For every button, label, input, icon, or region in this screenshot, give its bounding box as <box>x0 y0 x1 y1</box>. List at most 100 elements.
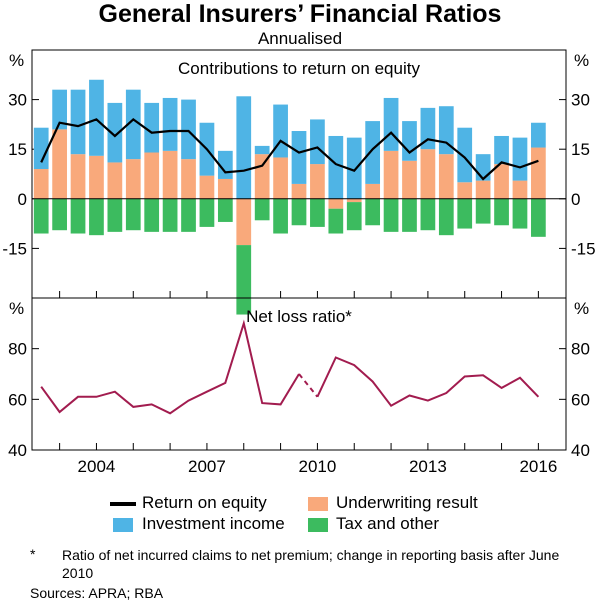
bar-investment <box>346 137 362 199</box>
legend-swatch-tax <box>308 518 328 532</box>
bar-underwriting <box>291 183 307 199</box>
y-tick-label-left: 15 <box>8 140 27 159</box>
bar-tax <box>162 198 178 232</box>
bar-tax <box>217 198 233 222</box>
bar-tax <box>144 198 160 232</box>
bar-underwriting <box>512 180 528 199</box>
bar-underwriting <box>33 169 49 199</box>
bar-tax <box>365 198 381 226</box>
bar-tax <box>125 198 141 231</box>
bar-investment <box>328 135 344 199</box>
bar-tax <box>89 198 104 236</box>
bar-investment <box>310 119 325 165</box>
bar-investment <box>33 127 49 170</box>
legend-label-roe: Return on equity <box>142 493 267 512</box>
nlr-line-pre <box>40 319 300 415</box>
legend-swatch-investment <box>113 518 133 532</box>
nlr-line-break <box>298 373 319 398</box>
bar-underwriting <box>89 155 104 199</box>
bar-tax <box>402 198 417 232</box>
bar-tax <box>310 198 325 227</box>
bar-investment <box>457 127 473 183</box>
bar-underwriting <box>125 159 141 199</box>
chart-subtitle: Annualised <box>257 29 343 48</box>
bar-underwriting <box>475 180 491 199</box>
nlr-line-post <box>316 356 540 407</box>
bar-tax <box>199 198 215 227</box>
bar-investment <box>162 97 178 151</box>
bar-investment <box>531 122 546 148</box>
bar-underwriting <box>365 183 381 199</box>
y-tick-label-left: 0 <box>18 190 27 209</box>
panel-title: Contributions to return on equity <box>178 59 420 78</box>
bar-underwriting <box>70 154 86 199</box>
bar-tax <box>70 198 86 234</box>
y-tick-label-left: 80 <box>8 340 27 359</box>
x-tick-label: 2007 <box>188 457 226 476</box>
y-tick-label-right: 0 <box>571 190 580 209</box>
bar-underwriting <box>346 198 362 203</box>
bar-tax <box>33 198 49 234</box>
y-tick-label-left: -15 <box>2 239 27 258</box>
bar-underwriting <box>254 154 270 199</box>
bar-investment <box>144 102 160 153</box>
bar-investment <box>475 154 491 181</box>
bar-tax <box>328 208 344 234</box>
bar-investment <box>89 79 104 156</box>
bar-investment <box>52 89 67 130</box>
legend-label-tax: Tax and other <box>336 514 440 533</box>
bar-underwriting <box>273 157 288 199</box>
y-unit-left: % <box>9 51 24 70</box>
y-tick-label-right: 30 <box>571 91 590 110</box>
footnote-text: Ratio of net incurred claims to net prem… <box>62 547 560 581</box>
bar-underwriting <box>181 159 196 199</box>
bar-investment <box>291 131 307 184</box>
bar-tax <box>457 198 473 229</box>
bar-investment <box>236 96 252 199</box>
y-tick-label-right: 80 <box>571 340 590 359</box>
y-unit-right: % <box>574 51 589 70</box>
x-tick-label: 2013 <box>409 457 447 476</box>
bar-tax <box>346 202 362 231</box>
bar-investment <box>254 145 270 155</box>
bar-tax <box>273 198 288 234</box>
legend-swatch-underwriting <box>308 497 328 511</box>
bar-tax <box>494 198 509 226</box>
y-tick-label-right: -15 <box>571 239 596 258</box>
sources-text: Sources: APRA; RBA <box>30 585 164 601</box>
bar-investment <box>512 137 528 181</box>
bar-underwriting <box>383 150 399 199</box>
legend-swatch-roe <box>110 502 136 506</box>
bar-tax <box>236 245 252 315</box>
bar-underwriting <box>199 175 215 199</box>
bar-underwriting <box>52 129 67 199</box>
bar-tax <box>438 198 454 236</box>
bar-underwriting <box>310 164 325 199</box>
bar-tax <box>531 198 546 237</box>
bar-tax <box>420 198 436 231</box>
y-tick-label-right: 15 <box>571 140 590 159</box>
bar-tax <box>254 198 270 221</box>
y-tick-label-left: 60 <box>8 390 27 409</box>
y-tick-label-right: 60 <box>571 390 590 409</box>
chart-svg: -15 -15 0 0 15 15 30 30% % Contributions to retur… <box>2 49 596 476</box>
bar-investment <box>125 89 141 160</box>
bar-underwriting <box>236 198 252 246</box>
x-tick-label: 2004 <box>78 457 116 476</box>
y-unit-right: % <box>574 299 589 318</box>
bar-investment <box>402 121 417 161</box>
legend-label-underwriting: Underwriting result <box>336 493 478 512</box>
bar-underwriting <box>144 152 160 199</box>
bar-underwriting <box>420 149 436 199</box>
y-tick-label-right: 40 <box>571 441 590 460</box>
bar-investment <box>181 99 196 160</box>
bar-investment <box>365 121 381 184</box>
panel-title: Net loss ratio* <box>246 307 352 326</box>
bar-tax <box>383 198 399 232</box>
legend-label-investment: Investment income <box>142 514 285 533</box>
bar-tax <box>512 198 528 229</box>
x-tick-label: 2016 <box>519 457 557 476</box>
bar-tax <box>475 198 491 224</box>
bar-underwriting <box>107 162 123 199</box>
bar-underwriting <box>328 198 344 209</box>
